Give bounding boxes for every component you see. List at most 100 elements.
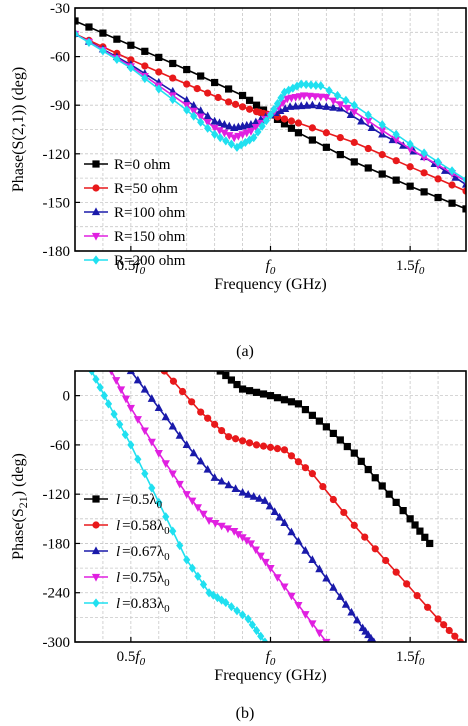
data-point [257,631,265,641]
chart-b-y-axis-label: Phase(S21) (deg) [10,453,30,560]
data-point [233,606,241,616]
data-point [456,638,465,642]
data-point [392,176,400,184]
data-point [364,465,372,474]
data-point [308,100,317,109]
data-point [287,452,296,460]
chart-a-x-axis-label: Frequency (GHz) [214,276,326,293]
data-point [302,101,311,109]
chart-b-legend: l =0.5λ0 l =0.58λ0 l =0.67λ0 l =0.75λ0 l =0.83λ0 [84,492,170,615]
data-point [168,421,177,430]
data-point [193,84,201,93]
data-point [423,603,432,611]
data-point [333,90,342,101]
data-point [217,522,226,531]
panel-b-label: (b) [236,705,255,722]
y-tick-label: -180 [43,536,71,552]
data-point [448,166,456,176]
data-point [440,621,448,629]
y-tick-label: -240 [43,586,71,602]
legend-item: R=200 ohm [84,253,186,269]
y-tick-label: -150 [43,195,71,211]
data-point [285,102,295,110]
data-point [211,420,219,428]
data-point [301,546,310,554]
data-point [316,93,325,102]
data-point [215,118,224,127]
data-point [182,440,191,449]
x-tick-label: 0.5f0 [117,649,146,668]
data-point [183,65,191,74]
data-point [154,403,163,412]
data-point [246,128,256,136]
legend-label: l =0.58λ0 [116,518,170,537]
legend-item: l =0.75λ0 [84,570,170,589]
data-point [96,382,104,393]
legend-marker [91,232,101,241]
series-0 [216,371,434,548]
data-point [426,539,434,548]
data-point [350,100,358,110]
y-tick-label: -60 [50,50,70,66]
data-point [293,81,301,91]
data-point [261,637,269,642]
data-point [196,106,205,114]
data-point [315,101,324,110]
data-point [265,501,274,510]
data-point [340,508,348,517]
data-point [371,545,379,553]
data-point [294,601,303,610]
data-point [273,394,282,402]
data-point [113,35,121,43]
data-point [133,375,142,384]
data-point [225,433,233,441]
data-point [350,521,358,529]
data-point [113,54,121,65]
data-point [169,526,177,536]
data-point [234,531,243,539]
data-point [364,164,372,172]
y-tick-label: -120 [43,147,71,163]
data-point [289,83,297,93]
data-point [315,417,323,425]
series-line [219,371,431,544]
data-point [325,86,333,96]
data-point [352,615,362,624]
data-point [406,139,414,149]
data-point [100,391,108,401]
data-point [231,100,240,108]
data-point [261,558,270,567]
chart-b-ticks: 0 -60 -120 -180 -240 -300 0.5f0 f0 1.5f0 [43,389,425,668]
chart-a-y-axis-label: Phase(S(2,1)) (deg) [10,67,27,192]
data-point [322,573,331,582]
data-point [169,74,177,82]
data-point [308,136,316,144]
data-point [364,144,372,153]
data-point [92,374,100,384]
y-tick-label: -180 [43,244,71,260]
data-point [322,143,330,151]
data-point [273,445,282,453]
legend-marker [92,521,100,529]
data-point [343,104,352,113]
data-point [451,632,459,640]
x-tick-label: f0 [266,258,276,277]
series-4 [88,371,269,642]
data-point [110,409,118,419]
chart-b-y-axis-label-start: Phase(S [10,508,27,560]
legend-marker [92,184,100,192]
data-point [214,93,222,102]
data-point [270,507,279,515]
data-point [231,435,240,443]
data-point [256,552,265,561]
data-point [364,117,373,126]
data-point [233,380,241,389]
legend-marker [92,598,100,608]
y-tick-label: -30 [50,1,70,17]
data-point [250,133,258,143]
data-point [147,438,156,447]
data-point [280,518,289,527]
panel-a-label: (a) [236,343,254,360]
data-point [190,111,198,121]
